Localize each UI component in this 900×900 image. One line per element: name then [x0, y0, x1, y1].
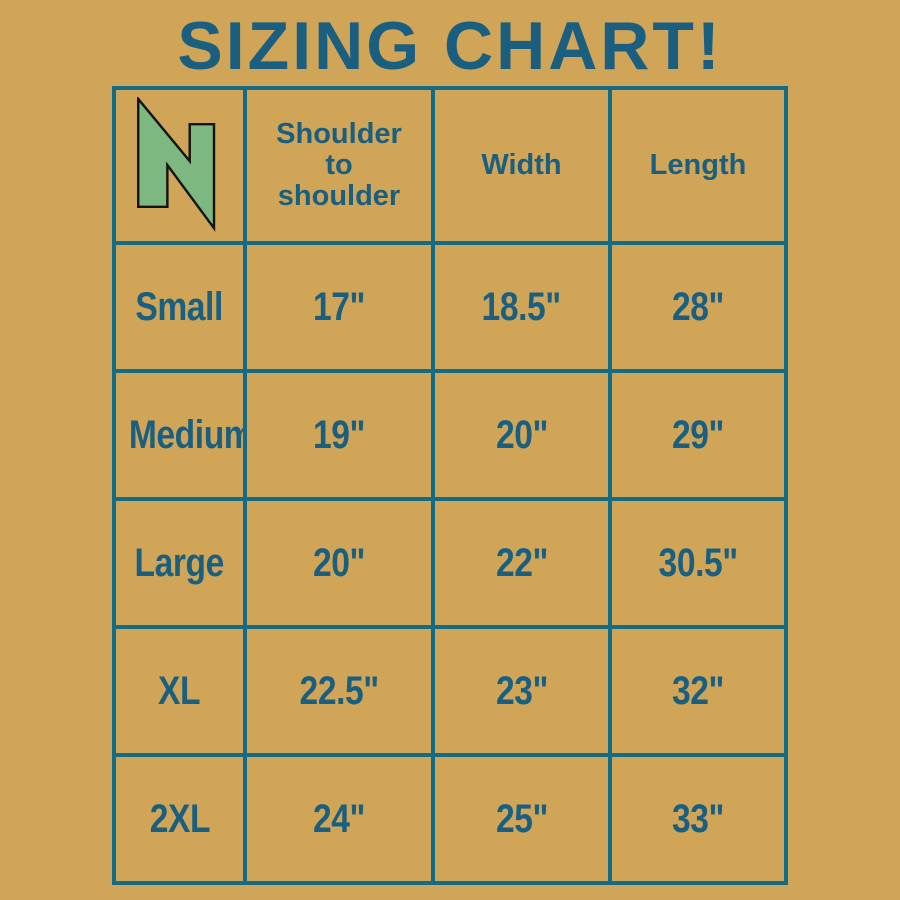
table-row-2xl: 2XL 24" 25" 33": [112, 753, 788, 885]
header-shoulder-to-shoulder: Shoulder to shoulder: [243, 86, 435, 245]
n-letter-shape: [136, 97, 215, 232]
table-row-xl: XL 22.5" 23" 32": [112, 625, 788, 757]
width-value: 25": [495, 796, 548, 841]
shoulder-value-cell: 24": [243, 753, 435, 885]
width-value-cell: 25": [431, 753, 612, 885]
size-label-cell: Small: [112, 241, 247, 373]
size-label: Large: [134, 540, 225, 585]
width-value-cell: 20": [431, 369, 612, 501]
shoulder-value: 20": [312, 540, 366, 585]
column-header-label: Length: [649, 148, 747, 181]
length-value: 33": [671, 796, 725, 841]
size-label-cell: 2XL: [112, 753, 247, 885]
shoulder-value-cell: 22.5": [243, 625, 435, 757]
width-value-cell: 23": [431, 625, 612, 757]
width-value-cell: 22": [431, 497, 612, 629]
logo-cell: [112, 86, 247, 245]
column-header-label: Width: [481, 148, 562, 181]
size-label-cell: Large: [112, 497, 247, 629]
width-value: 23": [495, 668, 548, 713]
size-label: Medium: [128, 412, 245, 457]
brand-n-logo-icon: [136, 97, 215, 232]
sizing-table: Shoulder to shoulder Width Length Small …: [112, 86, 788, 885]
length-value: 30.5": [658, 540, 738, 585]
length-value-cell: 29": [608, 369, 788, 501]
table-row-medium: Medium 19" 20" 29": [112, 369, 788, 501]
length-value: 32": [671, 668, 725, 713]
size-label: Small: [135, 284, 224, 329]
page-title: SIZING CHART!: [177, 8, 723, 84]
size-label: 2XL: [149, 796, 210, 841]
shoulder-value: 19": [312, 412, 366, 457]
width-value: 22": [495, 540, 548, 585]
table-row-small: Small 17" 18.5" 28": [112, 241, 788, 373]
size-label-cell: Medium: [112, 369, 247, 501]
length-value: 29": [671, 412, 725, 457]
width-value-cell: 18.5": [431, 241, 612, 373]
length-value-cell: 30.5": [608, 497, 788, 629]
size-label: XL: [158, 668, 201, 713]
shoulder-value: 22.5": [299, 668, 379, 713]
header-row: Shoulder to shoulder Width Length: [112, 86, 788, 245]
header-width: Width: [431, 86, 612, 245]
size-label-cell: XL: [112, 625, 247, 757]
column-header-label: Shoulder to shoulder: [276, 117, 402, 213]
width-value: 20": [495, 412, 548, 457]
length-value: 28": [671, 284, 725, 329]
shoulder-value-cell: 19": [243, 369, 435, 501]
shoulder-value: 17": [312, 284, 366, 329]
shoulder-value-cell: 20": [243, 497, 435, 629]
shoulder-value: 24": [312, 796, 366, 841]
length-value-cell: 32": [608, 625, 788, 757]
shoulder-value-cell: 17": [243, 241, 435, 373]
table-row-large: Large 20" 22" 30.5": [112, 497, 788, 629]
header-length: Length: [608, 86, 788, 245]
length-value-cell: 28": [608, 241, 788, 373]
width-value: 18.5": [481, 284, 562, 329]
length-value-cell: 33": [608, 753, 788, 885]
